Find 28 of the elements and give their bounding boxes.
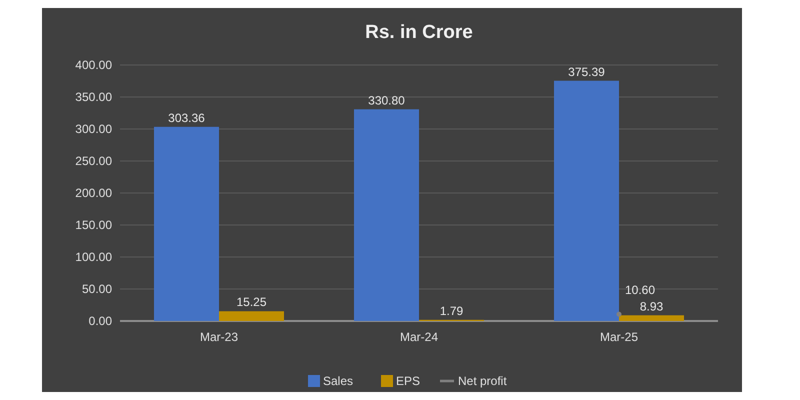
bar bbox=[554, 80, 619, 321]
data-label: 8.93 bbox=[640, 299, 664, 314]
legend-label: Net profit bbox=[458, 374, 508, 388]
bar bbox=[219, 311, 284, 321]
data-label: 303.36 bbox=[168, 110, 206, 125]
y-tick-label: 400.00 bbox=[75, 58, 112, 72]
x-tick-label: Mar-23 bbox=[200, 330, 238, 344]
y-tick-label: 150.00 bbox=[75, 218, 112, 232]
data-label: 15.25 bbox=[236, 295, 267, 310]
data-label: 330.80 bbox=[368, 93, 406, 108]
y-tick-label: 250.00 bbox=[75, 154, 112, 168]
data-label: 375.39 bbox=[568, 64, 606, 79]
y-tick-label: 100.00 bbox=[75, 250, 112, 264]
y-tick-label: 50.00 bbox=[82, 282, 112, 296]
bar bbox=[354, 109, 419, 321]
bar bbox=[154, 126, 219, 321]
y-tick-label: 350.00 bbox=[75, 90, 112, 104]
y-tick-label: 300.00 bbox=[75, 122, 112, 136]
y-tick-label: 0.00 bbox=[88, 314, 112, 328]
x-tick-label: Mar-25 bbox=[600, 330, 638, 344]
legend-label: EPS bbox=[396, 374, 420, 388]
data-label: 1.79 bbox=[440, 304, 464, 318]
y-tick-label: 200.00 bbox=[75, 186, 112, 200]
data-label: 10.60 bbox=[625, 283, 656, 298]
x-tick-label: Mar-24 bbox=[400, 330, 438, 344]
chart-title: Rs. in Crore bbox=[365, 22, 473, 43]
bar bbox=[619, 315, 684, 321]
legend-label: Sales bbox=[323, 374, 354, 388]
